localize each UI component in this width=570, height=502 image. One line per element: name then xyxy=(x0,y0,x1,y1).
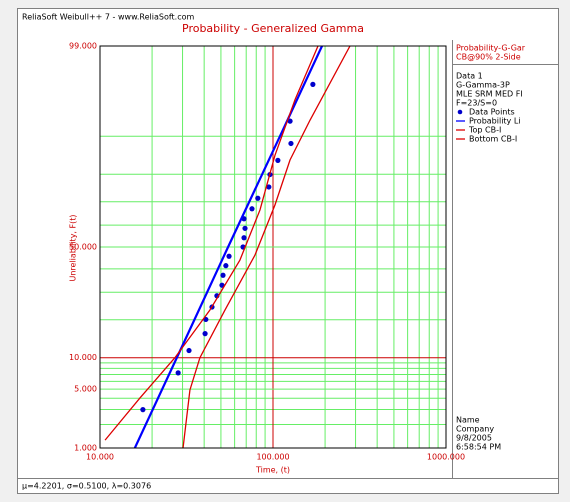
legend-label: Probability Li xyxy=(469,117,521,126)
data-point xyxy=(219,282,225,288)
series-line xyxy=(104,46,319,441)
y-tick-label: 1.000 xyxy=(74,444,97,453)
data-point xyxy=(266,184,272,190)
legend-label: Top CB-I xyxy=(468,126,501,135)
data-point xyxy=(241,235,247,241)
y-tick-label: 5.000 xyxy=(74,385,97,394)
frame xyxy=(17,8,559,494)
y-tick-label: 50.000 xyxy=(69,243,97,252)
app-header: ReliaSoft Weibull++ 7 - www.ReliaSoft.co… xyxy=(22,13,195,22)
data-point xyxy=(220,272,226,278)
legend-label: Bottom CB-I xyxy=(469,135,517,144)
legend-marker xyxy=(457,109,463,115)
data-point xyxy=(175,370,181,376)
data-point xyxy=(310,81,316,87)
series-line xyxy=(182,46,351,448)
data-point xyxy=(226,253,232,259)
plot-label: CB@90% 2-Side xyxy=(456,53,521,62)
data-point xyxy=(223,263,229,269)
info-text: G-Gamma-3P xyxy=(456,81,510,90)
parameters: μ=4.2201, σ=0.5100, λ=0.3076 xyxy=(22,482,151,491)
plot-label: Probability-G-Gar xyxy=(456,44,526,53)
info-text: Data 1 xyxy=(456,72,483,81)
data-point xyxy=(275,157,281,163)
info-text: MLE SRM MED FI xyxy=(456,90,523,99)
footer-text: Name xyxy=(456,416,480,425)
series-line xyxy=(133,46,324,448)
footer-text: 9/8/2005 xyxy=(456,434,492,443)
chart-title: Probability - Generalized Gamma xyxy=(182,22,364,35)
data-point xyxy=(242,225,248,231)
data-point xyxy=(249,206,255,212)
x-tick-label: 10.000 xyxy=(86,453,114,462)
y-tick-label: 10.000 xyxy=(69,353,97,362)
data-point xyxy=(140,407,146,413)
plot-border xyxy=(99,45,447,449)
plot-area xyxy=(104,46,351,448)
info-text: F=23/S=0 xyxy=(456,99,497,108)
data-point xyxy=(288,140,294,147)
footer-text: Company xyxy=(456,425,494,434)
data-point xyxy=(255,195,261,201)
legend-label: Data Points xyxy=(469,108,515,117)
y-tick-label: 99.000 xyxy=(69,42,97,51)
grid xyxy=(99,45,447,449)
y-axis-label: Unreliability, F(t) xyxy=(69,215,78,282)
x-tick-label: 100.000 xyxy=(256,453,289,462)
x-tick-label: 1000.000 xyxy=(427,453,465,462)
data-point xyxy=(186,347,192,354)
footer-text: 6:58:54 PM xyxy=(456,443,501,452)
x-axis-label: Time, (t) xyxy=(255,466,290,475)
data-point xyxy=(202,331,208,337)
